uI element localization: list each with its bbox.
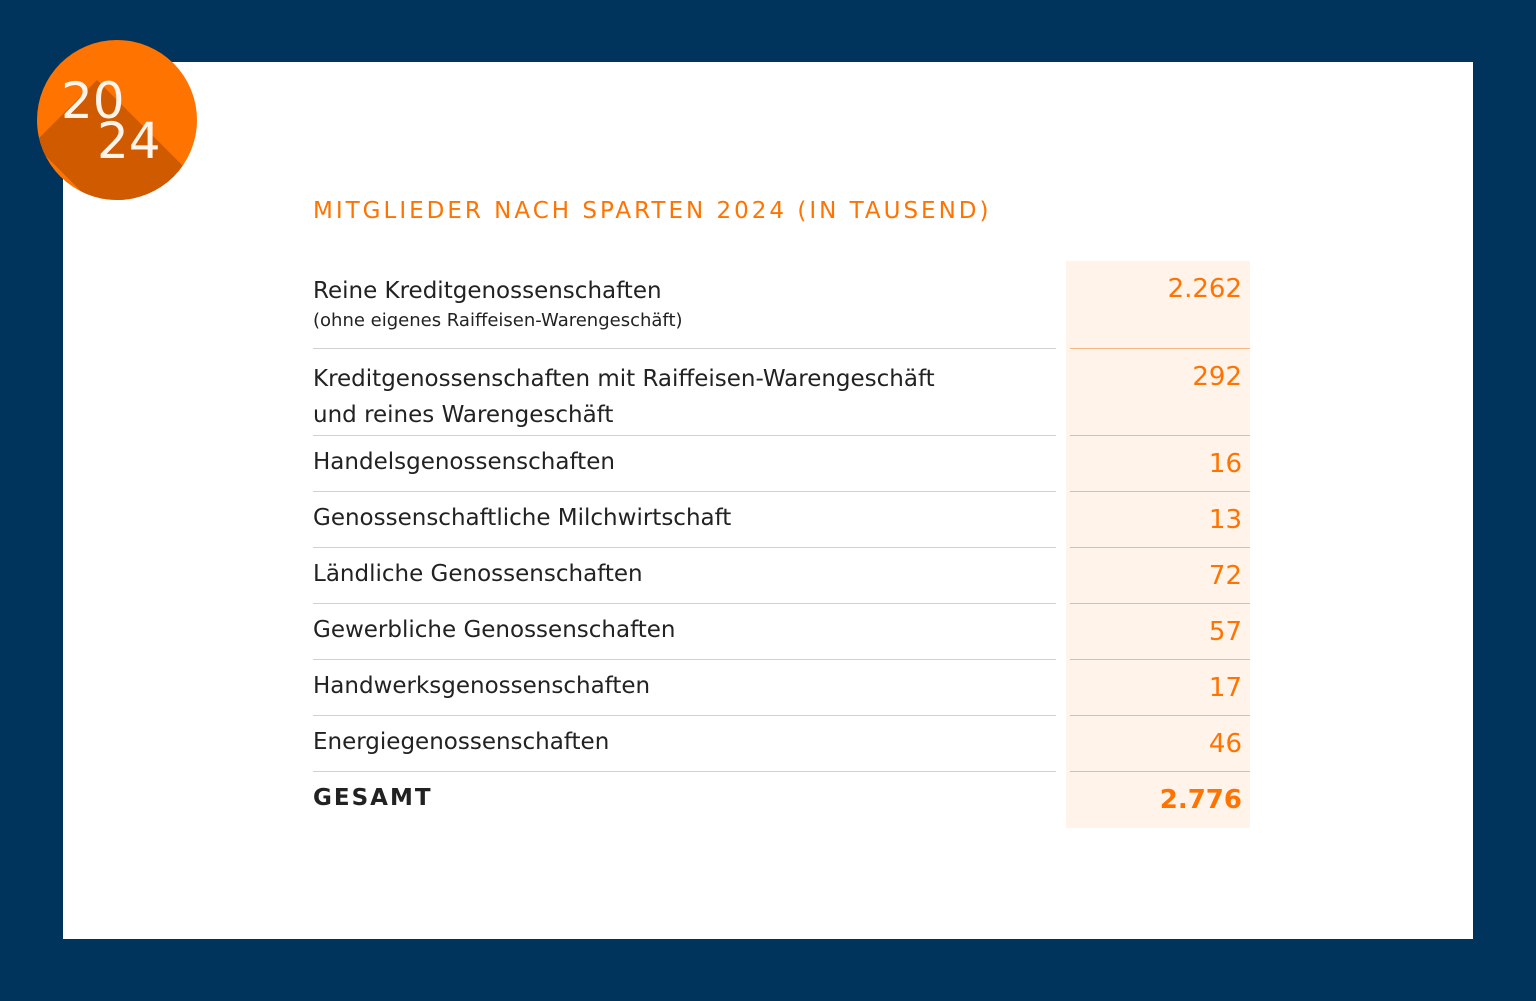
table-row: Ländliche Genossenschaften 72: [313, 548, 1250, 604]
value-column-background: [1066, 261, 1250, 828]
divider: [313, 491, 1056, 492]
row-value: 72: [1208, 561, 1242, 591]
row-value: 46: [1208, 729, 1242, 759]
divider: [313, 547, 1056, 548]
row-value: 2.262: [1167, 274, 1242, 304]
row-value: 13: [1208, 505, 1242, 535]
table-row: Kreditgenossenschaften mit Raiffeisen-Wa…: [313, 349, 1250, 436]
divider: [1070, 715, 1250, 716]
table-row: Handwerksgenossenschaften 17: [313, 660, 1250, 716]
divider: [1070, 491, 1250, 492]
divider: [1070, 771, 1250, 772]
divider: [313, 348, 1056, 349]
divider: [313, 435, 1056, 436]
divider: [1070, 435, 1250, 436]
row-note: (ohne eigenes Raiffeisen-Warengeschäft): [313, 310, 683, 331]
divider: [313, 659, 1056, 660]
divider: [1070, 547, 1250, 548]
row-label: Genossenschaftliche Milchwirtschaft: [313, 505, 732, 531]
table-row: Gewerbliche Genossenschaften 57: [313, 604, 1250, 660]
row-label: Reine Kreditgenossenschaften: [313, 278, 662, 304]
divider: [1070, 659, 1250, 660]
total-value: 2.776: [1159, 785, 1242, 815]
row-value: 16: [1208, 449, 1242, 479]
table-title: MITGLIEDER NACH SPARTEN 2024 (IN TAUSEND…: [313, 198, 992, 224]
badge-year-top: 20: [61, 72, 125, 130]
row-label: Kreditgenossenschaften mit Raiffeisen-Wa…: [313, 366, 935, 392]
divider: [1070, 348, 1250, 349]
table-row: Energiegenossenschaften 46: [313, 716, 1250, 772]
row-value: 57: [1208, 617, 1242, 647]
row-label: Ländliche Genossenschaften: [313, 561, 643, 587]
table-row: Genossenschaftliche Milchwirtschaft 13: [313, 492, 1250, 548]
row-label: Handelsgenossenschaften: [313, 449, 615, 475]
total-row: GESAMT 2.776: [313, 772, 1250, 828]
table-row: Handelsgenossenschaften 16: [313, 436, 1250, 492]
divider: [313, 715, 1056, 716]
row-value: 292: [1192, 362, 1242, 392]
total-label: GESAMT: [313, 785, 433, 811]
table-row: Reine Kreditgenossenschaften (ohne eigene…: [313, 261, 1250, 349]
divider: [1070, 603, 1250, 604]
row-label: Handwerksgenossenschaften: [313, 673, 651, 699]
row-label: Gewerbliche Genossenschaften: [313, 617, 676, 643]
row-label: Energiegenossenschaften: [313, 729, 610, 755]
row-label-line2: und reines Warengeschäft: [313, 402, 614, 428]
year-badge-logo: 20 24: [37, 40, 197, 200]
divider: [313, 771, 1056, 772]
divider: [313, 603, 1056, 604]
badge-year-bottom: 24: [97, 112, 161, 170]
row-value: 17: [1208, 673, 1242, 703]
